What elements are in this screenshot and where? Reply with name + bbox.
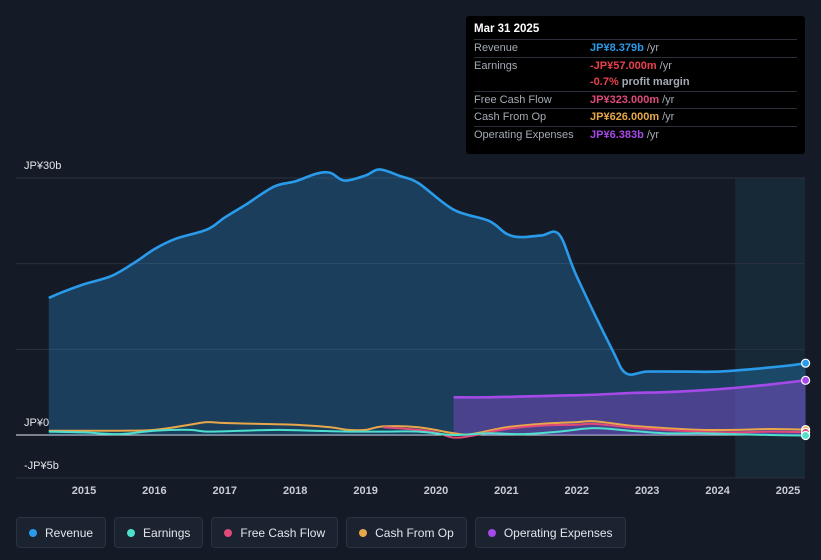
series-end-markers [800,358,811,441]
tooltip-row-label: Revenue [474,42,519,55]
tooltip-row: Free Cash Flow JP¥323.000m/yr [474,90,797,109]
tooltip-row-value: -JP¥57.000m [590,59,657,72]
legend-dot-icon [359,528,368,537]
cash-from-op-line [48,420,806,436]
gridlines [16,177,805,479]
tooltip-row-label: Operating Expenses [474,128,574,141]
tooltip-row: Earnings -JP¥57.000m/yr [474,56,797,75]
earnings-line [48,427,806,437]
legend-dot-icon [224,528,233,537]
x-tick-label: 2015 [71,485,97,497]
tooltip-date: Mar 31 2025 [474,23,540,35]
legend-item-cash-from-op[interactable]: Cash From Op [346,517,467,548]
tooltip-row-unit: /yr [659,59,672,72]
legend-label: Cash From Op [375,525,454,540]
revenue-end-marker [800,358,811,368]
legend-label: Revenue [45,525,94,540]
legend-item-operating-expenses[interactable]: Operating Expenses [474,517,626,548]
legend-label: Free Cash Flow [240,525,326,540]
operating-expenses-end-marker [800,375,811,385]
x-tick-label: 2018 [282,485,308,497]
tooltip-row-value: JP¥626.000m [590,111,660,124]
tooltip-row-value: -0.7% [590,76,619,89]
legend-dot-icon [487,528,496,537]
tooltip-row-unit: /yr [662,111,675,124]
legend: Revenue Earnings Free Cash Flow Cash From O… [16,517,626,548]
legend-label: Operating Expenses [503,525,613,540]
y-tick-label-bottom: -JP¥5b [24,460,59,472]
tooltip-row-label: Earnings [474,59,518,72]
tooltip-row-unit: /yr [662,93,675,106]
series-areas [48,169,806,435]
tooltip-row: Revenue JP¥8.379b/yr [474,39,797,57]
y-tick-label-zero: JP¥0 [24,417,50,429]
x-tick-label: 2024 [705,485,730,497]
forecast-region [735,178,805,478]
legend-dot-icon [29,528,37,537]
tooltip-row-unit: /yr [646,128,660,141]
operating-expenses-area [453,380,806,435]
legend-dot-icon [127,528,136,537]
hover-tooltip: Mar 31 2025 Revenue JP¥8.379b/yr Earnings -… [466,16,805,154]
x-tick-label: 2022 [564,485,590,497]
legend-item-free-cash-flow[interactable]: Free Cash Flow [211,517,339,548]
x-tick-label: 2023 [634,485,660,497]
x-tick-label: 2019 [353,485,378,497]
series-lines [48,168,806,439]
y-tick-label-top: JP¥30b [24,160,62,172]
x-tick-label: 2016 [142,485,167,497]
financial-chart [16,168,811,479]
revenue-line [48,168,806,376]
legend-item-earnings[interactable]: Earnings [114,517,204,548]
operating-expenses-line [453,379,806,399]
x-tick-label: 2021 [494,485,519,497]
tooltip-row: Operating Expenses JP¥6.383b/yr [474,125,797,144]
tooltip-row-value: JP¥6.383b [590,128,644,141]
revenue-area [48,169,806,435]
tooltip-row-unit: profit margin [621,76,690,89]
tooltip-row-label: Cash From Op [474,111,547,124]
tooltip-row: Cash From Op JP¥626.000m/yr [474,108,797,126]
tooltip-row-value: JP¥8.379b [590,42,644,55]
legend-label: Earnings [143,525,191,540]
legend-item-revenue[interactable]: Revenue [16,517,107,548]
tooltip-row: -0.7% profit margin [474,74,797,91]
tooltip-row-value: JP¥323.000m [590,93,660,106]
tooltip-row-label: Free Cash Flow [474,93,552,106]
x-tick-label: 2025 [775,485,801,497]
x-tick-label: 2017 [212,485,238,497]
x-tick-label: 2020 [423,485,449,497]
earnings-end-marker [800,430,811,441]
tooltip-row-unit: /yr [646,42,660,55]
